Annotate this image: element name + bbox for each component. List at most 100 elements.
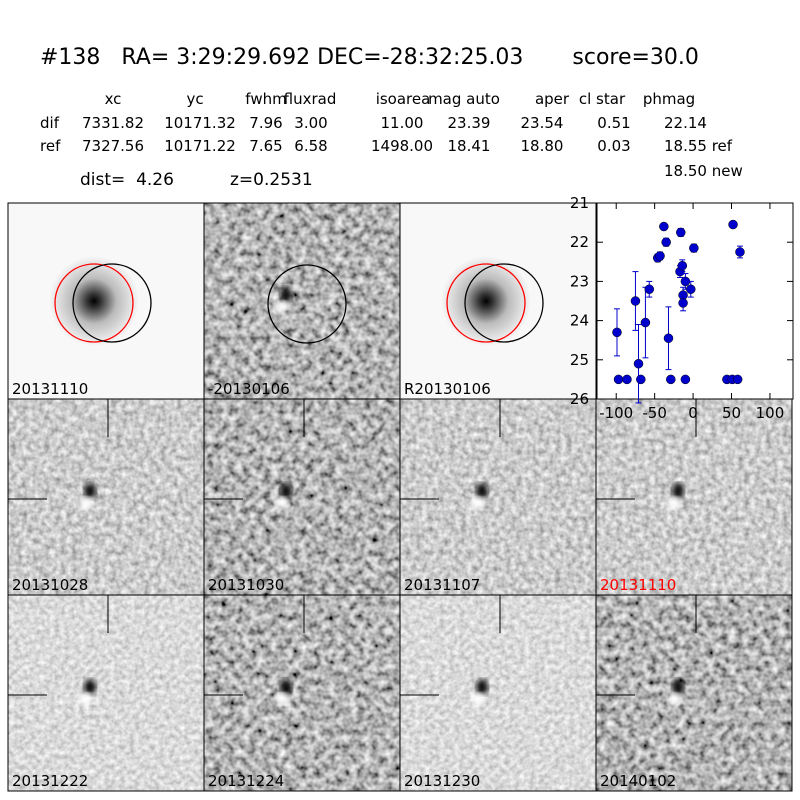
stamp-bg	[204, 399, 400, 595]
point	[676, 227, 686, 238]
stamp-label: 20131224	[208, 772, 284, 790]
new-circle	[267, 264, 347, 344]
stamp: 20131028	[7, 398, 205, 596]
cell: 18.41	[448, 137, 491, 155]
column-header: isoarea	[376, 90, 431, 108]
point	[633, 358, 644, 369]
stamp-label: 20131028	[12, 576, 88, 594]
cell: 0.51	[597, 114, 630, 132]
x-tick-label: -50	[642, 404, 667, 422]
cell: 7.96	[249, 114, 282, 132]
stamp: 20131222	[7, 594, 205, 792]
residual-dark	[476, 679, 488, 695]
stamp-bg	[204, 203, 400, 399]
point	[659, 221, 669, 232]
column-header: aper	[535, 90, 570, 108]
cell: 23.39	[448, 114, 491, 132]
point	[622, 374, 632, 385]
residual-dark	[280, 483, 292, 499]
residual-dark	[84, 483, 96, 499]
point	[655, 251, 665, 261]
residual-light	[667, 497, 681, 509]
column-header: xc	[105, 90, 122, 108]
point	[678, 298, 688, 308]
lightcurve: 21 22 23 24 25 26 -100 -50 0 50 100	[570, 194, 794, 422]
redshift: z=0.2531	[230, 170, 313, 190]
stamp-label: 20131110	[600, 576, 676, 594]
cell: 11.00	[381, 114, 424, 132]
galaxy	[49, 256, 139, 346]
point	[728, 219, 738, 230]
y-tick-label: 23	[570, 272, 589, 290]
point	[689, 243, 699, 253]
residual-dark	[672, 679, 684, 695]
stamps: 20131110 -20130106 R20130106 20131028 201310…	[7, 202, 793, 792]
residual-light	[667, 693, 681, 705]
stamp-label: 20131107	[404, 576, 480, 594]
residual-light	[79, 497, 93, 509]
stamp-bg	[596, 595, 792, 791]
new-circle	[464, 263, 544, 343]
column-header: fluxrad	[284, 90, 337, 108]
x-tick-label: -100	[599, 404, 633, 422]
residual-light	[275, 497, 289, 509]
y-tick-label: 21	[570, 194, 589, 212]
residual-light	[275, 301, 289, 313]
cell: 22.14	[664, 114, 707, 132]
point	[661, 237, 671, 247]
column-header: cl star	[579, 90, 626, 108]
plot-bg	[596, 202, 794, 400]
point	[686, 284, 696, 294]
cell: 7327.56	[82, 137, 144, 155]
residual-light	[275, 693, 289, 705]
stamp-label: R20130106	[404, 380, 491, 398]
cell: 18.80	[521, 137, 564, 155]
stamp: 20131230	[399, 594, 597, 792]
point	[677, 260, 688, 271]
cell: 0.03	[597, 137, 630, 155]
stamp: 20131030	[203, 398, 401, 596]
x-tick-label: 50	[722, 404, 741, 422]
stamp: 20131110	[595, 398, 793, 596]
cell: 7331.82	[82, 114, 144, 132]
point	[666, 374, 676, 385]
residual-light	[79, 693, 93, 705]
residual-light	[471, 693, 485, 705]
point	[636, 374, 646, 385]
stamp-bg	[400, 399, 596, 595]
cell: 6.58	[294, 137, 327, 155]
galaxy	[441, 256, 531, 346]
ref-circle	[54, 263, 134, 343]
title: #138 RA= 3:29:29.692 DEC=-28:32:25.03 sc…	[40, 45, 699, 70]
dist: dist= 4.26	[80, 170, 174, 190]
stamp-label: 20131230	[404, 772, 480, 790]
point	[612, 327, 622, 338]
point	[640, 317, 651, 328]
point	[644, 284, 655, 294]
residual-light	[471, 497, 485, 509]
stamp-label: 20131110	[12, 380, 88, 398]
point	[613, 374, 624, 385]
stamp-bg	[204, 595, 400, 791]
stamp-bg	[596, 399, 792, 595]
y-tick-label: 26	[570, 390, 589, 408]
column-header: yc	[186, 90, 203, 108]
stamp: 20140102	[595, 594, 793, 792]
stamp-bg	[400, 595, 596, 791]
cell: 3.00	[294, 114, 327, 132]
stamp-label: -20130106	[208, 380, 290, 398]
cell: 10171.32	[164, 114, 236, 132]
stamp: 20131107	[399, 398, 597, 596]
stamp-label: 20140102	[600, 772, 676, 790]
new-circle	[72, 263, 152, 343]
cell: 7.65	[249, 137, 282, 155]
residual-dark	[84, 679, 96, 695]
point	[732, 374, 743, 385]
residual-dark	[672, 483, 684, 499]
column-header: phmag	[643, 90, 695, 108]
point	[735, 247, 745, 257]
stamp-bg	[8, 399, 204, 595]
stamp: R20130106	[399, 202, 597, 400]
residual-dark	[280, 679, 292, 695]
